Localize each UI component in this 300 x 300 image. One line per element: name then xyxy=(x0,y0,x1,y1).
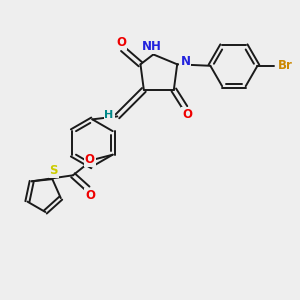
Text: O: O xyxy=(85,153,95,166)
Text: NH: NH xyxy=(142,40,162,53)
Text: O: O xyxy=(85,188,95,202)
Text: O: O xyxy=(182,108,192,122)
Text: O: O xyxy=(116,36,126,49)
Text: N: N xyxy=(180,56,190,68)
Text: Br: Br xyxy=(278,59,293,72)
Text: H: H xyxy=(104,110,114,120)
Text: S: S xyxy=(50,164,58,177)
